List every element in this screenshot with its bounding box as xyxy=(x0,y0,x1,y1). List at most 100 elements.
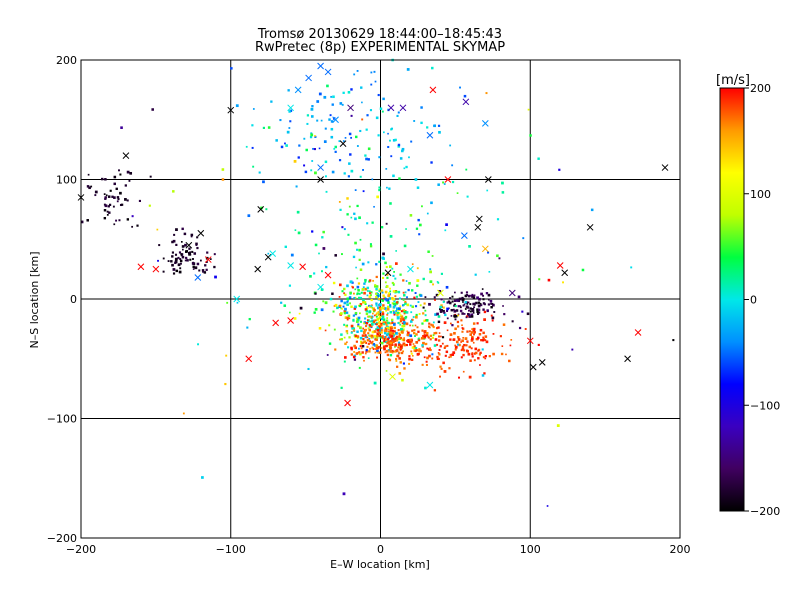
data-point xyxy=(412,343,415,345)
data-point xyxy=(148,204,151,207)
data-point xyxy=(293,159,297,163)
data-point xyxy=(156,228,159,231)
x-tick-label: −200 xyxy=(66,543,96,556)
data-point xyxy=(318,252,320,255)
data-point xyxy=(428,347,431,350)
data-point xyxy=(376,317,380,321)
data-point xyxy=(363,340,367,344)
data-point xyxy=(366,338,370,342)
cross-marker-stroke xyxy=(586,223,594,231)
data-point xyxy=(415,333,418,336)
data-point xyxy=(440,304,443,307)
data-point xyxy=(369,109,373,112)
data-point xyxy=(418,313,421,315)
data-point xyxy=(485,340,489,344)
cross-marker xyxy=(317,62,324,70)
data-point xyxy=(458,343,461,347)
data-point xyxy=(396,307,399,311)
cross-marker xyxy=(475,215,483,223)
data-point xyxy=(415,348,418,352)
cross-marker xyxy=(305,74,312,82)
data-point xyxy=(431,66,434,70)
data-point xyxy=(429,334,433,338)
data-point xyxy=(471,308,475,311)
data-point xyxy=(389,341,393,345)
data-point xyxy=(120,126,123,129)
data-point xyxy=(248,317,251,321)
data-point xyxy=(485,92,488,95)
data-point xyxy=(381,341,384,345)
cross-marker-stroke xyxy=(272,319,280,327)
data-point xyxy=(408,355,411,358)
data-point xyxy=(341,290,344,293)
data-point xyxy=(361,288,365,291)
cross-marker xyxy=(299,263,306,271)
data-point xyxy=(367,158,370,161)
data-point xyxy=(445,350,449,354)
data-point xyxy=(395,337,399,341)
data-point xyxy=(118,219,121,222)
data-point xyxy=(410,140,413,143)
data-point xyxy=(479,364,481,366)
data-point xyxy=(176,257,179,260)
data-point xyxy=(175,228,178,232)
data-point xyxy=(457,299,461,303)
cross-marker xyxy=(384,269,392,277)
data-point xyxy=(181,255,185,259)
data-point xyxy=(458,376,460,379)
data-point xyxy=(478,305,481,307)
cross-marker xyxy=(324,68,332,76)
data-point xyxy=(311,160,314,162)
data-point xyxy=(340,307,343,310)
data-point xyxy=(359,320,362,323)
data-point xyxy=(471,353,474,356)
data-point xyxy=(366,286,370,290)
data-point xyxy=(411,263,414,265)
data-point xyxy=(396,301,399,304)
cross-marker xyxy=(429,86,437,94)
data-point xyxy=(366,336,369,339)
data-point xyxy=(385,344,388,348)
data-point xyxy=(454,348,457,351)
data-point xyxy=(397,329,400,332)
data-point xyxy=(405,280,408,282)
data-point xyxy=(384,281,387,284)
data-point xyxy=(103,193,106,196)
data-point xyxy=(375,304,378,307)
data-point xyxy=(482,336,485,339)
data-point xyxy=(413,120,416,122)
data-point xyxy=(477,357,480,360)
data-point xyxy=(406,68,410,71)
data-point xyxy=(325,265,328,269)
data-point xyxy=(359,336,363,340)
data-point xyxy=(378,313,381,316)
data-point xyxy=(386,353,390,357)
data-point xyxy=(482,294,485,297)
cross-marker-stroke xyxy=(317,283,324,291)
data-point xyxy=(361,118,364,121)
cross-marker xyxy=(245,355,253,363)
data-point xyxy=(502,305,504,307)
data-point xyxy=(455,309,459,312)
data-point xyxy=(402,310,405,313)
data-point xyxy=(370,322,374,326)
data-point xyxy=(453,331,456,335)
data-point xyxy=(383,347,386,351)
data-point xyxy=(524,328,527,330)
data-point xyxy=(444,354,447,357)
cross-marker xyxy=(347,104,354,112)
data-point xyxy=(378,289,381,293)
data-point xyxy=(310,133,314,137)
data-point xyxy=(461,296,464,300)
data-point xyxy=(470,294,473,297)
data-point xyxy=(378,306,382,309)
data-point xyxy=(484,339,487,342)
data-point xyxy=(310,107,314,111)
cross-marker xyxy=(538,358,546,366)
data-point xyxy=(386,305,390,309)
cross-marker-stroke xyxy=(257,206,265,213)
data-point xyxy=(226,301,229,304)
data-point xyxy=(416,352,420,356)
data-point xyxy=(403,321,407,325)
data-point xyxy=(426,356,429,360)
